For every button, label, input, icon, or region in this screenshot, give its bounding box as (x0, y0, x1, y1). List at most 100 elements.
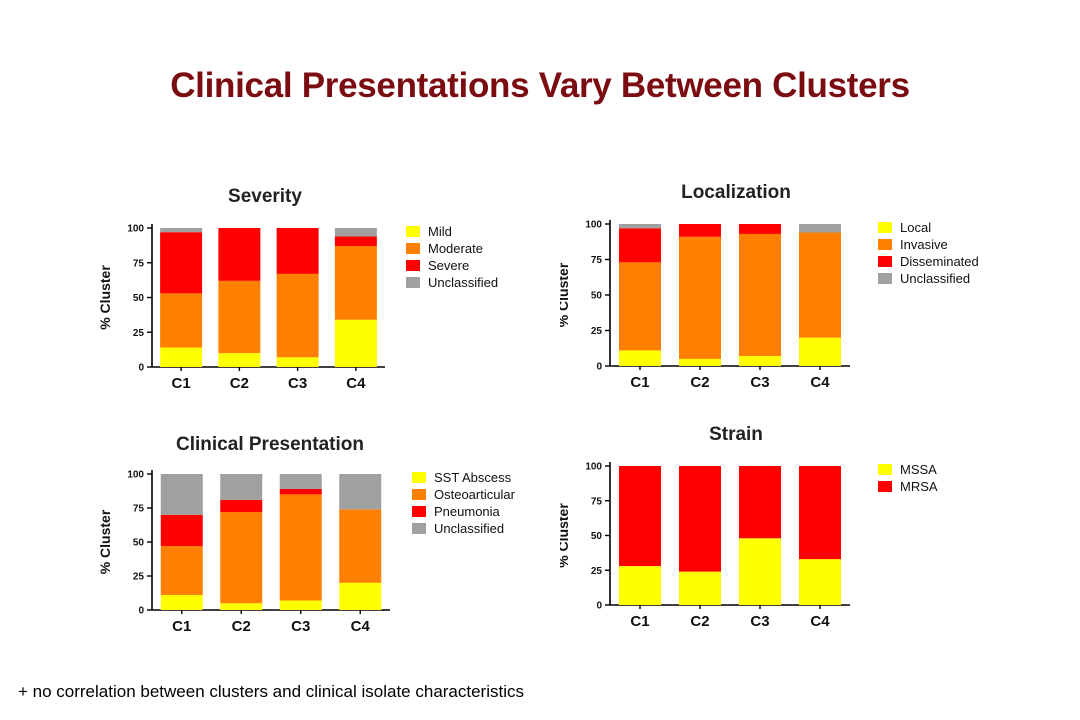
localization-x-tick-label-c4: C4 (810, 374, 830, 391)
localization-chart: Localization % Cluster 0 25 50 75 100 C1 C2 C3 C4 L… (560, 176, 1020, 396)
clinical-presentation-y-tick-label: 25 (133, 572, 145, 583)
clinical-presentation-x-tick-label-c1: C1 (172, 618, 191, 635)
localization-legend-label-local: Local (900, 220, 931, 235)
severity-bar-c1-unclassified (160, 228, 202, 232)
severity-legend-swatch-moderate (406, 243, 420, 254)
localization-bar-c2-local (679, 359, 721, 366)
localization-x-tick-label-c3: C3 (750, 374, 769, 391)
strain-bar-c1-mrsa (619, 466, 661, 566)
severity-bar-c1-mild (160, 348, 202, 367)
localization-y-tick-label: 0 (596, 362, 602, 373)
clinical-presentation-bar-c1-pneumonia (161, 515, 203, 546)
clinical-presentation-chart-panel: Clinical Presentation % Cluster 0 25 50 75 100… (90, 426, 550, 644)
severity-chart: Severity % Cluster 0 25 50 75 100 C1 C2 C3 C4 Mild M… (90, 180, 530, 400)
clinical-presentation-bar-c3-osteoarticular (280, 494, 322, 600)
clinical-presentation-bar-c1-sst-abscess (161, 595, 203, 610)
severity-legend-swatch-severe (406, 260, 420, 271)
clinical-presentation-legend-label-unclassified: Unclassified (434, 521, 504, 536)
strain-chart-title: Strain (709, 424, 763, 445)
severity-legend-label-moderate: Moderate (428, 241, 483, 256)
strain-bar-c4-mrsa (799, 466, 841, 559)
severity-chart-panel: Severity % Cluster 0 25 50 75 100 C1 C2 C3 C4 Mild M… (90, 180, 530, 400)
clinical-presentation-bar-c4-sst-abscess (339, 583, 381, 610)
localization-legend-label-disseminated: Disseminated (900, 254, 979, 269)
severity-chart-title: Severity (228, 186, 302, 207)
severity-legend-swatch-unclassified (406, 277, 420, 288)
strain-y-tick-label: 25 (591, 566, 603, 577)
severity-x-tick-label-c1: C1 (172, 375, 191, 392)
strain-bar-c1-mssa (619, 566, 661, 605)
clinical-presentation-y-tick-label: 75 (133, 504, 145, 515)
localization-y-tick-label: 25 (591, 326, 603, 337)
strain-x-tick-label-c4: C4 (810, 613, 830, 630)
clinical-presentation-legend-swatch-osteoarticular (412, 489, 426, 500)
severity-legend-label-severe: Severe (428, 258, 469, 273)
severity-y-tick-label: 50 (133, 293, 145, 304)
localization-y-tick-label: 75 (591, 255, 603, 266)
strain-chart-panel: Strain % Cluster 0 25 50 75 100 C1 C2 C3 C4 MSSA MRS… (560, 420, 980, 640)
clinical-presentation-legend-label-pneumonia: Pneumonia (434, 504, 501, 519)
strain-legend-label-mssa: MSSA (900, 462, 937, 477)
severity-bar-c1-moderate (160, 293, 202, 347)
severity-bar-c1-severe (160, 232, 202, 293)
clinical-presentation-legend-swatch-unclassified (412, 523, 426, 534)
strain-legend-swatch-mrsa (878, 481, 892, 492)
strain-y-tick-label: 0 (596, 601, 602, 612)
localization-legend-label-unclassified: Unclassified (900, 271, 970, 286)
localization-bar-c3-disseminated (739, 224, 781, 234)
localization-bar-c3-local (739, 356, 781, 366)
severity-x-tick-label-c3: C3 (288, 375, 307, 392)
strain-bar-c3-mssa (739, 538, 781, 605)
localization-legend-label-invasive: Invasive (900, 237, 948, 252)
clinical-presentation-legend-swatch-pneumonia (412, 506, 426, 517)
localization-y-tick-label: 50 (591, 291, 603, 302)
severity-x-tick-label-c2: C2 (230, 375, 249, 392)
severity-legend-label-unclassified: Unclassified (428, 275, 498, 290)
clinical-presentation-bar-c1-osteoarticular (161, 546, 203, 595)
slide-title: Clinical Presentations Vary Between Clus… (0, 66, 1080, 106)
clinical-presentation-bar-c4-osteoarticular (339, 509, 381, 582)
severity-bar-c2-moderate (218, 281, 260, 353)
severity-bar-c3-severe (277, 228, 319, 274)
clinical-presentation-x-tick-label-c4: C4 (351, 618, 371, 635)
severity-y-tick-label: 0 (138, 363, 144, 374)
localization-x-tick-label-c2: C2 (690, 374, 709, 391)
severity-y-tick-label: 25 (133, 328, 145, 339)
severity-bar-c2-mild (218, 353, 260, 367)
strain-legend-swatch-mssa (878, 464, 892, 475)
clinical-presentation-bar-c2-unclassified (220, 474, 262, 500)
localization-bar-c4-invasive (799, 233, 841, 338)
footnote: + no correlation between clusters and cl… (18, 682, 524, 702)
localization-bar-c1-invasive (619, 262, 661, 350)
localization-bar-c3-invasive (739, 234, 781, 356)
clinical-presentation-x-tick-label-c3: C3 (291, 618, 310, 635)
localization-chart-panel: Localization % Cluster 0 25 50 75 100 C1 C2 C3 C4 L… (560, 176, 1020, 396)
localization-legend-swatch-disseminated (878, 256, 892, 267)
severity-bar-c4-moderate (335, 246, 377, 320)
clinical-presentation-x-tick-label-c2: C2 (232, 618, 251, 635)
localization-y-tick-label: 100 (585, 220, 602, 231)
localization-legend-swatch-invasive (878, 239, 892, 250)
severity-bar-c4-unclassified (335, 228, 377, 236)
severity-y-tick-label: 100 (127, 224, 144, 235)
strain-y-tick-label: 50 (591, 531, 603, 542)
severity-y-axis-label: % Cluster (97, 265, 113, 330)
clinical-presentation-bar-c4-unclassified (339, 474, 381, 509)
localization-bar-c1-local (619, 350, 661, 366)
localization-bar-c2-disseminated (679, 224, 721, 237)
severity-bar-c4-mild (335, 320, 377, 367)
localization-chart-title: Localization (681, 182, 791, 203)
severity-bar-c4-severe (335, 236, 377, 246)
localization-bar-c4-unclassified (799, 224, 841, 233)
clinical-presentation-chart-title: Clinical Presentation (176, 434, 364, 455)
strain-bar-c2-mssa (679, 572, 721, 605)
clinical-presentation-bar-c2-sst-abscess (220, 603, 262, 610)
strain-bar-c2-mrsa (679, 466, 721, 572)
localization-bar-c1-unclassified (619, 224, 661, 228)
clinical-presentation-legend-swatch-sst-abscess (412, 472, 426, 483)
clinical-presentation-y-tick-label: 100 (127, 470, 144, 481)
clinical-presentation-bar-c3-sst-abscess (280, 600, 322, 610)
clinical-presentation-bar-c1-unclassified (161, 474, 203, 515)
clinical-presentation-y-axis-label: % Cluster (97, 509, 113, 574)
localization-bar-c4-local (799, 338, 841, 366)
